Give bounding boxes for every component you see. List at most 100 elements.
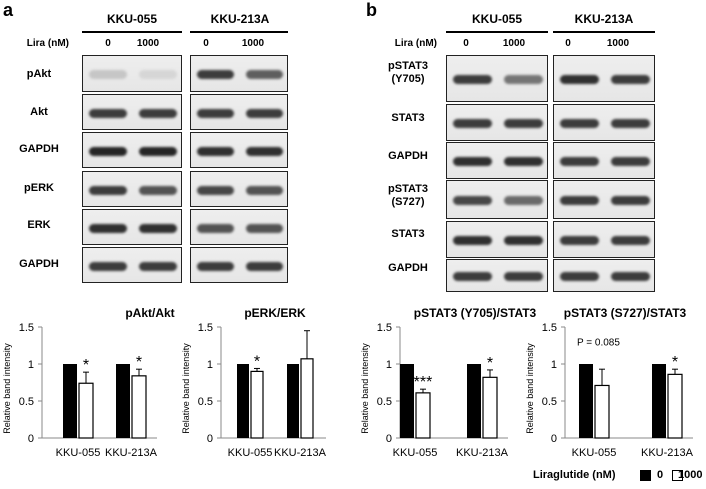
panel-b-band xyxy=(453,75,492,84)
panel-b-underline-kku213a xyxy=(553,31,655,33)
significance-marker: * xyxy=(83,357,89,374)
panel-a-row-label: pERK xyxy=(24,182,54,194)
significance-marker: * xyxy=(136,354,142,371)
panel-b-band xyxy=(560,75,599,84)
y-tick-label: 1 xyxy=(386,359,392,371)
panel-a-band xyxy=(246,261,283,271)
panel-a-blot xyxy=(82,94,182,130)
y-tick-label: 1 xyxy=(207,359,213,371)
panel-a-row-label: Akt xyxy=(30,106,48,118)
y-axis-label: Relative band intensity xyxy=(181,343,191,434)
panel-a-band xyxy=(246,70,283,79)
panel-b-band xyxy=(560,196,599,205)
panel-a-band xyxy=(139,223,177,233)
panel-a-underline-kku213a xyxy=(190,31,288,33)
panel-a-underline-kku055 xyxy=(82,31,182,33)
panel-b-row-label: pSTAT3 (S727) xyxy=(388,183,428,208)
panel-a-conc-1000: 1000 xyxy=(241,38,265,49)
y-tick-label: 1 xyxy=(551,359,557,371)
panel-a-row-label: ERK xyxy=(27,219,51,231)
y-tick-label: 0 xyxy=(207,433,213,445)
panel-b-row-label: GAPDH xyxy=(388,262,428,274)
panel-a-band xyxy=(246,223,283,233)
chart-title-pstat3-y705: pSTAT3 (Y705)/STAT3 xyxy=(413,306,537,320)
panel-a-band xyxy=(89,70,127,79)
panel-a-band xyxy=(197,108,234,118)
panel-b-band xyxy=(453,196,492,205)
legend-swatch-0 xyxy=(640,470,651,481)
y-tick-label: 0.5 xyxy=(198,396,213,408)
panel-b-band xyxy=(504,75,543,84)
panel-b-band xyxy=(504,157,543,166)
x-tick-label: KKU-213A xyxy=(641,447,694,459)
panel-b-blot xyxy=(553,104,655,141)
bar-1000nm xyxy=(667,373,683,439)
bar-0nm xyxy=(579,364,593,438)
bar-1000nm xyxy=(415,392,431,439)
panel-b-label: b xyxy=(366,0,377,20)
panel-a-band xyxy=(197,146,234,156)
panel-b-band xyxy=(560,272,599,281)
panel-a-blot xyxy=(82,55,182,92)
panel-b-lira-label: Lira (nM) xyxy=(394,38,437,49)
panel-b-row-label: STAT3 xyxy=(391,228,425,240)
bar-1000nm xyxy=(594,384,610,439)
bar-0nm xyxy=(237,364,249,438)
bar-0nm xyxy=(116,364,130,438)
x-tick-label: KKU-213A xyxy=(274,447,327,459)
y-axis-label: Relative band intensity xyxy=(525,343,535,434)
panel-b-band xyxy=(611,119,650,128)
panel-a-band xyxy=(139,261,177,271)
panel-a-band xyxy=(139,108,177,118)
y-tick-label: 0.5 xyxy=(542,396,557,408)
bar-0nm xyxy=(467,364,481,438)
panel-a-band xyxy=(246,108,283,118)
panel-b-blot xyxy=(446,142,548,179)
y-tick-label: 0.5 xyxy=(377,396,392,408)
panel-b-band xyxy=(453,272,492,281)
x-tick-label: KKU-213A xyxy=(456,447,509,459)
panel-a-lira-label: Lira (nM) xyxy=(26,38,69,49)
panel-b-band xyxy=(560,157,599,166)
bar-1000nm xyxy=(300,358,314,439)
panel-a-blot xyxy=(190,55,288,92)
panel-b-row-label: pSTAT3 (Y705) xyxy=(388,60,428,85)
y-tick-label: 0.5 xyxy=(19,396,34,408)
panel-a-blot xyxy=(190,171,288,207)
panel-b-blot xyxy=(446,221,548,258)
x-tick-label: KKU-055 xyxy=(228,447,273,459)
panel-b-conc-1000: 1000 xyxy=(606,38,630,49)
legend-title: Liraglutide (nM) xyxy=(533,469,616,481)
p-value-note: P = 0.085 xyxy=(577,338,620,349)
bar-0nm xyxy=(287,364,299,438)
significance-marker: * xyxy=(254,353,260,370)
significance-marker: * xyxy=(487,355,493,372)
x-tick-label: KKU-055 xyxy=(56,447,101,459)
panel-a-blot xyxy=(82,132,182,168)
panel-a-band xyxy=(246,185,283,195)
panel-b-band xyxy=(611,157,650,166)
x-tick-label: KKU-055 xyxy=(572,447,617,459)
panel-b-band xyxy=(504,272,543,281)
panel-a-blot xyxy=(190,209,288,245)
panel-a-band xyxy=(89,261,127,271)
panel-b-band xyxy=(453,119,492,128)
panel-a-conc-0: 0 xyxy=(203,38,209,49)
panel-a-blot xyxy=(82,247,182,283)
panel-b-band xyxy=(560,119,599,128)
bar-1000nm xyxy=(131,375,147,439)
panel-a-band xyxy=(139,70,177,79)
panel-a-blot xyxy=(190,94,288,130)
y-tick-label: 0 xyxy=(551,433,557,445)
panel-b-row-label: STAT3 xyxy=(391,112,425,124)
panel-a-cell-kku213a: KKU-213A xyxy=(210,12,270,26)
bar-1000nm xyxy=(250,370,264,439)
panel-a-row-label: GAPDH xyxy=(19,258,59,270)
panel-a-band xyxy=(246,146,283,156)
panel-b-band xyxy=(453,157,492,166)
panel-a-blot xyxy=(190,247,288,283)
panel-a-band xyxy=(197,223,234,233)
y-tick-label: 1 xyxy=(28,359,34,371)
y-axis-label: Relative band intensity xyxy=(2,343,12,434)
x-tick-label: KKU-055 xyxy=(393,447,438,459)
